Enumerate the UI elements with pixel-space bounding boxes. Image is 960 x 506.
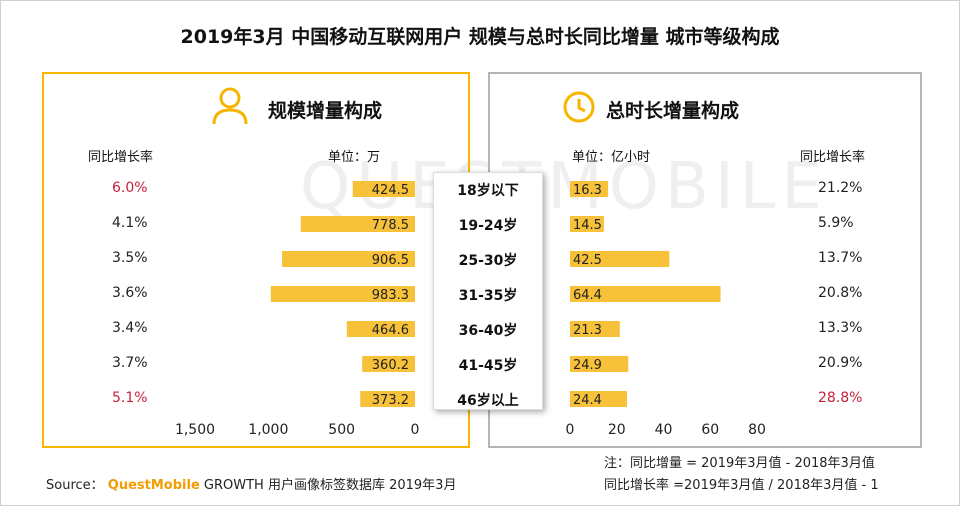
- right-bar-label: 42.5: [573, 253, 602, 268]
- source-suffix: GROWTH 用户画像标签数据库 2019年3月: [203, 478, 457, 493]
- right-growth-rate: 13.7%: [818, 250, 863, 266]
- right-axis-tick: 80: [748, 422, 766, 438]
- source-line: Source： QuestMobile GROWTH 用户画像标签数据库 201…: [46, 474, 456, 493]
- category-box: 18岁以下 19-24岁 25-30岁 31-35岁 36-40岁 41-45岁 46岁以上: [433, 172, 543, 410]
- note-line-1: 注：同比增量 = 2019年3月值 - 2018年3月值: [604, 456, 875, 471]
- left-growth-rate: 3.5%: [112, 250, 148, 266]
- left-bar: [362, 356, 415, 372]
- left-bar-label: 464.6: [372, 323, 409, 338]
- right-bar: [570, 391, 628, 407]
- right-growth-rate: 28.8%: [818, 390, 863, 406]
- right-growth-rate: 21.2%: [818, 180, 863, 196]
- right-panel-heading: 总时长增量构成: [606, 100, 740, 122]
- right-bar: [570, 286, 721, 302]
- left-growth-rate: 3.7%: [112, 355, 148, 371]
- right-growth-rate: 20.8%: [818, 285, 863, 301]
- left-bar-label: 373.2: [372, 393, 409, 408]
- right-growth-rate: 13.3%: [818, 320, 863, 336]
- left-growth-rate: 3.4%: [112, 320, 148, 336]
- left-growth-rate: 4.1%: [112, 215, 148, 231]
- left-unit-label: 单位：万: [328, 150, 381, 165]
- right-axis-tick: 0: [565, 422, 575, 438]
- left-bar-label: 424.5: [372, 183, 409, 198]
- left-bar-label: 906.5: [372, 253, 409, 268]
- left-bar: [270, 286, 415, 302]
- category-label: 36-40岁: [458, 323, 518, 339]
- right-axis-tick: 60: [701, 422, 720, 438]
- right-bar: [570, 181, 609, 197]
- left-bar-label: 778.5: [372, 218, 409, 233]
- left-bar: [352, 181, 415, 197]
- left-growth-rate: 5.1%: [112, 390, 148, 406]
- left-panel-heading: 规模增量构成: [268, 100, 383, 122]
- chart-title: 2019年3月 中国移动互联网用户 规模与总时长同比增量 城市等级构成: [180, 26, 780, 48]
- right-bar: [570, 356, 629, 372]
- category-label: 19-24岁: [458, 218, 518, 234]
- right-bar-label: 21.3: [573, 323, 602, 338]
- left-rate-header: 同比增长率: [88, 150, 154, 165]
- clock-icon: [563, 91, 595, 123]
- category-label: 41-45岁: [458, 358, 518, 374]
- left-bar: [282, 251, 415, 267]
- right-axis-tick: 40: [654, 422, 673, 438]
- left-growth-rate: 6.0%: [112, 180, 148, 196]
- left-bar-label: 983.3: [372, 288, 409, 303]
- right-axis-tick: 20: [607, 422, 626, 438]
- left-growth-rate: 3.6%: [112, 285, 148, 301]
- left-axis-tick: 1,000: [248, 422, 289, 438]
- left-axis-tick: 500: [328, 422, 356, 438]
- left-bar: [346, 321, 415, 337]
- left-axis-tick: 0: [410, 422, 420, 438]
- right-bar-label: 64.4: [573, 288, 602, 303]
- right-bar: [570, 216, 604, 232]
- right-bar: [570, 321, 620, 337]
- left-bar-label: 360.2: [372, 358, 409, 373]
- brand-name: QuestMobile: [107, 478, 200, 493]
- note-line-2: 同比增长率 =2019年3月值 / 2018年3月值 - 1: [604, 478, 879, 493]
- right-unit-label: 单位：亿小时: [572, 150, 651, 165]
- category-label: 31-35岁: [458, 288, 518, 304]
- right-bar-label: 24.4: [573, 393, 602, 408]
- left-bar: [300, 216, 415, 232]
- right-rate-header: 同比增长率: [800, 150, 866, 165]
- right-bar: [570, 251, 670, 267]
- right-bar-label: 16.3: [573, 183, 602, 198]
- category-label: 18岁以下: [457, 183, 519, 199]
- category-label: 46岁以上: [457, 393, 519, 409]
- right-bar-label: 24.9: [573, 358, 602, 373]
- user-icon: [212, 87, 248, 125]
- source-prefix: Source：: [46, 478, 104, 493]
- left-bar: [360, 391, 415, 407]
- category-label: 25-30岁: [458, 253, 518, 269]
- right-growth-rate: 5.9%: [818, 215, 854, 231]
- right-bar-label: 14.5: [573, 218, 602, 233]
- left-axis-tick: 1,500: [174, 422, 216, 438]
- right-growth-rate: 20.9%: [818, 355, 863, 371]
